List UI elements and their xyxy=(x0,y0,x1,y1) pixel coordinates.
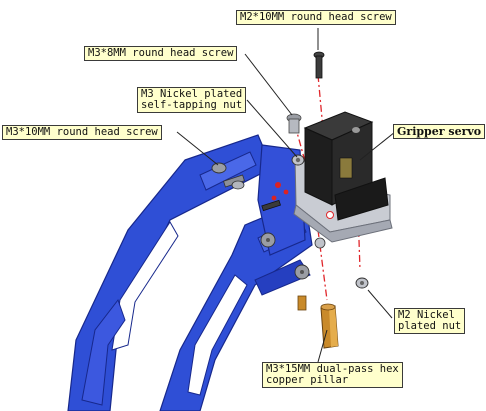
callout-gripper-servo-text: Gripper servo xyxy=(397,125,482,138)
callout-m2-10-screw-text: M2*10MM round head screw xyxy=(240,11,392,23)
callout-m2-nut-line1: M2 Nickel xyxy=(398,309,455,321)
m2-nut-part xyxy=(355,277,369,289)
leader-m2-nut xyxy=(367,289,393,319)
leader-pillar xyxy=(317,329,328,363)
callout-m2-10-screw: M2*10MM round head screw xyxy=(236,10,396,25)
callout-m3-8-screw-text: M3*8MM round head screw xyxy=(88,47,234,59)
callout-copper-pillar-line2: copper pillar xyxy=(266,374,349,386)
blue-side-plate xyxy=(257,144,306,256)
leader-servo xyxy=(359,131,396,161)
m3-nut-part xyxy=(291,154,305,166)
copper-pillar-part xyxy=(297,295,339,349)
leader-m3-nut xyxy=(246,99,298,158)
gripper-servo xyxy=(303,111,389,221)
leader-m3-10-screw xyxy=(176,131,219,166)
callout-m3-8-screw: M3*8MM round head screw xyxy=(84,46,238,61)
callout-m3-10-screw: M3*10MM round head screw xyxy=(2,125,162,140)
callout-m2-nut: M2 Nickel plated nut xyxy=(394,308,466,334)
leader-lines xyxy=(176,28,396,363)
callout-m3-nut-line1: M3 Nickel plated xyxy=(141,88,243,100)
m3-10-screw-part xyxy=(211,162,281,212)
m3-8-screw-part xyxy=(286,113,302,134)
callout-m3-nut: M3 Nickel plated self-tapping nut xyxy=(137,87,247,113)
hole-marker xyxy=(275,182,281,188)
callout-gripper-servo: Gripper servo xyxy=(393,124,486,139)
callout-copper-pillar-line1: M3*15MM dual-pass hex xyxy=(266,363,399,375)
callout-copper-pillar: M3*15MM dual-pass hex copper pillar xyxy=(262,362,403,388)
callout-m2-nut-line2: plated nut xyxy=(398,320,462,332)
leader-m3-8-screw xyxy=(244,53,293,116)
arm-pivot-screws xyxy=(260,232,326,280)
callout-m3-10-screw-text: M3*10MM round head screw xyxy=(6,126,158,138)
m2-screw-part xyxy=(313,51,325,79)
callout-m3-nut-line2: self-tapping nut xyxy=(141,99,243,111)
